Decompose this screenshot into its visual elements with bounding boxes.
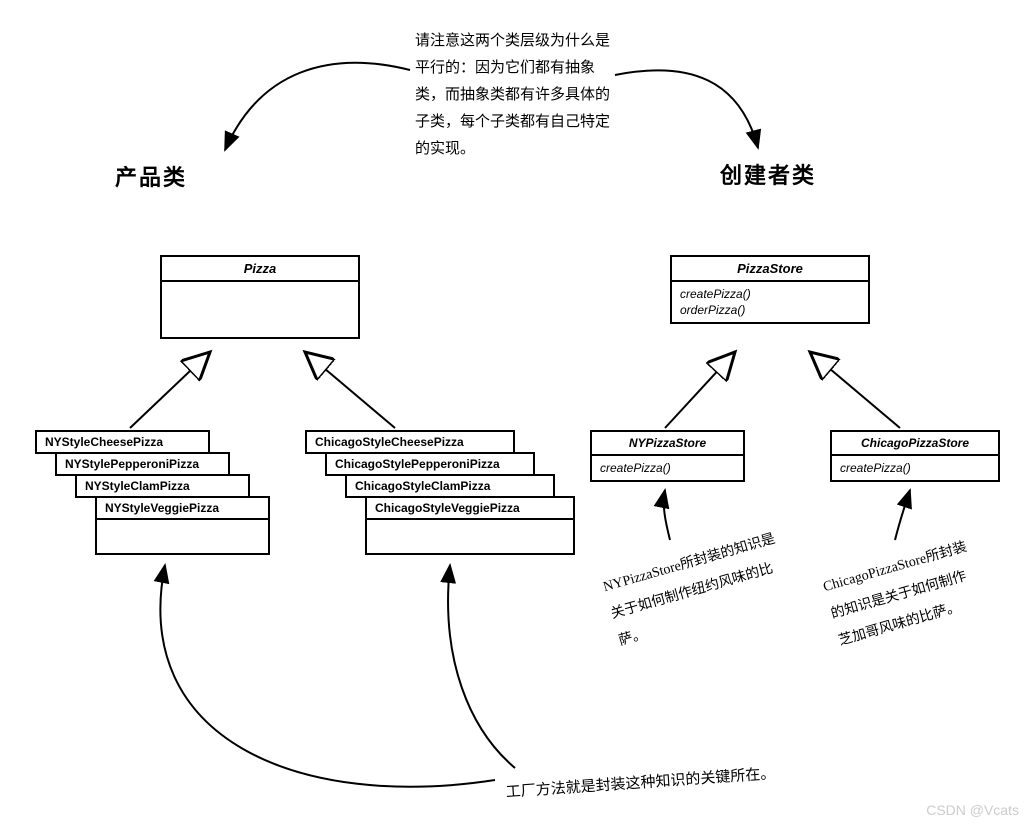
- class-member: createPizza(): [680, 286, 860, 302]
- note-chicagostore: ChicagoPizzaStore所封装 的知识是关于如何制作 芝加哥风味的比萨…: [820, 534, 986, 656]
- class-member: createPizza(): [600, 460, 735, 476]
- ny-stack-0: NYStyleCheesePizza: [35, 430, 210, 454]
- chicago-stack-1: ChicagoStylePepperoniPizza: [325, 452, 535, 476]
- class-pizza: Pizza: [160, 255, 360, 339]
- ny-stack-1: NYStylePepperoniPizza: [55, 452, 230, 476]
- class-member: orderPizza(): [680, 302, 860, 318]
- watermark: CSDN @Vcats: [926, 802, 1019, 818]
- note-top: 请注意这两个类层级为什么是平行的：因为它们都有抽象类，而抽象类都有许多具体的子类…: [415, 28, 610, 163]
- class-chicagostore-title: ChicagoPizzaStore: [832, 432, 998, 456]
- chicago-stack-3: ChicagoStyleVeggiePizza: [365, 496, 575, 520]
- heading-product: 产品类: [115, 160, 187, 192]
- note-nystore: NYPizzaStore所封装的知识是 关于如何制作纽约风味的比 萨。: [600, 526, 794, 656]
- chicago-stack-2: ChicagoStyleClamPizza: [345, 474, 555, 498]
- class-nystore: NYPizzaStore createPizza(): [590, 430, 745, 482]
- class-chicagostore: ChicagoPizzaStore createPizza(): [830, 430, 1000, 482]
- class-nystore-title: NYPizzaStore: [592, 432, 743, 456]
- class-pizzastore: PizzaStore createPizza() orderPizza(): [670, 255, 870, 324]
- note-bottom: 工厂方法就是封装这种知识的关键所在。: [505, 761, 776, 807]
- ny-stack-2: NYStyleClamPizza: [75, 474, 250, 498]
- ny-stack-3: NYStyleVeggiePizza: [95, 496, 270, 520]
- chicago-stack-body: [365, 520, 575, 555]
- chicago-stack-0: ChicagoStyleCheesePizza: [305, 430, 515, 454]
- class-member: createPizza(): [840, 460, 990, 476]
- ny-stack-body: [95, 520, 270, 555]
- class-pizza-title: Pizza: [162, 257, 358, 282]
- heading-creator: 创建者类: [720, 158, 816, 190]
- class-pizzastore-title: PizzaStore: [672, 257, 868, 282]
